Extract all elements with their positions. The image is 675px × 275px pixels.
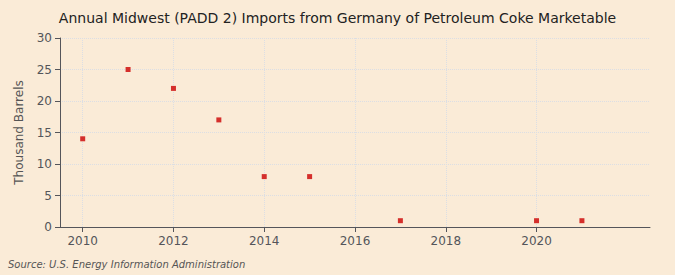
svg-text:Source: U.S. Energy Informatio: Source: U.S. Energy Information Administ… <box>8 259 245 270</box>
svg-text:2018: 2018 <box>430 234 461 248</box>
svg-text:Annual Midwest (PADD 2) Import: Annual Midwest (PADD 2) Imports from Ger… <box>59 10 616 26</box>
svg-text:25: 25 <box>37 63 52 77</box>
svg-text:30: 30 <box>37 31 52 45</box>
svg-text:2016: 2016 <box>340 234 371 248</box>
svg-text:0: 0 <box>44 220 52 234</box>
svg-text:Thousand Barrels: Thousand Barrels <box>12 80 26 185</box>
svg-text:20: 20 <box>37 94 52 108</box>
svg-text:2014: 2014 <box>249 234 280 248</box>
svg-text:2012: 2012 <box>158 234 189 248</box>
svg-text:5: 5 <box>44 189 52 203</box>
svg-text:2010: 2010 <box>67 234 98 248</box>
svg-text:2020: 2020 <box>521 234 552 248</box>
svg-text:15: 15 <box>37 126 52 140</box>
svg-text:10: 10 <box>37 157 52 171</box>
